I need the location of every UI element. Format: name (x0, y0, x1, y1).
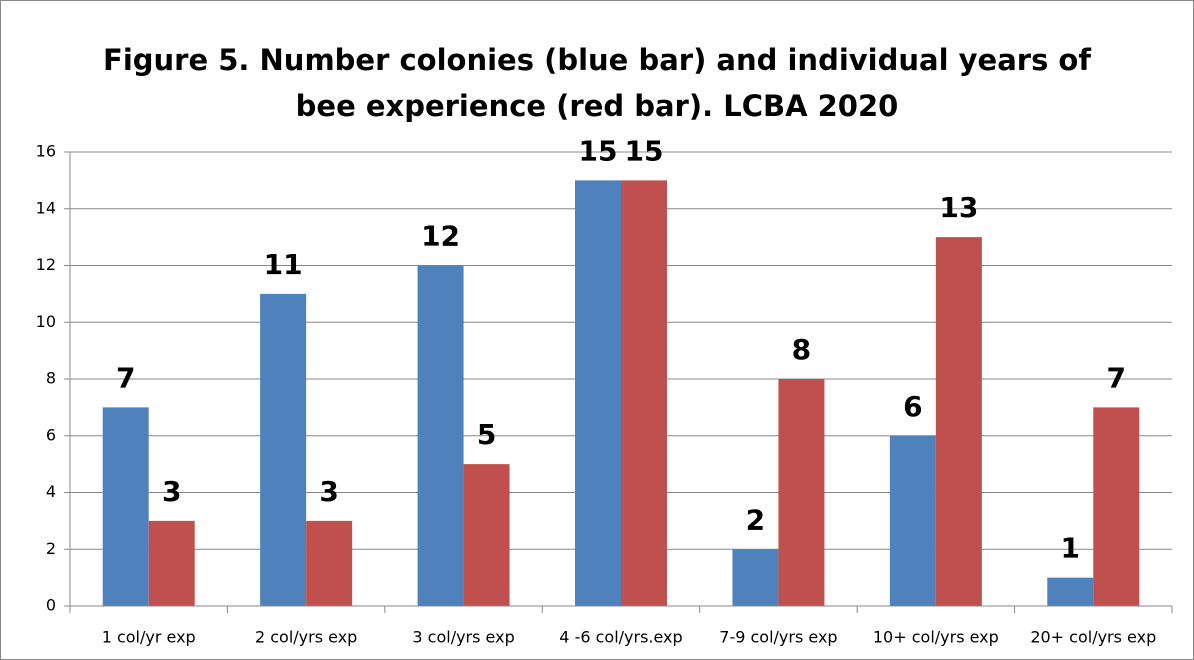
data-label: 15 (579, 134, 618, 167)
y-tick-label: 14 (36, 198, 56, 217)
x-tick-label: 3 col/yrs exp (412, 628, 514, 647)
bar (1093, 407, 1140, 606)
data-label: 1 (1061, 532, 1080, 565)
x-tick-label: 2 col/yrs exp (255, 628, 357, 647)
x-tick-label: 4 -6 col/yrs.exp (559, 628, 682, 647)
data-label: 3 (319, 475, 338, 508)
bar (935, 237, 982, 606)
data-label: 12 (421, 220, 460, 253)
bar (732, 549, 779, 606)
y-tick-label: 16 (36, 142, 56, 161)
y-tick-label: 6 (46, 425, 56, 444)
chart-title: bee experience (red bar). LCBA 2020 (296, 89, 899, 123)
data-label: 15 (625, 134, 664, 167)
y-tick-label: 2 (46, 539, 56, 558)
bar (102, 407, 149, 606)
bar (148, 520, 195, 606)
data-label: 6 (903, 390, 922, 423)
y-tick-label: 8 (46, 369, 56, 388)
data-label: 7 (1107, 361, 1126, 394)
data-label: 3 (162, 475, 181, 508)
data-label: 5 (477, 418, 496, 451)
bar (417, 265, 464, 606)
data-label: 11 (264, 248, 303, 281)
y-tick-label: 0 (46, 596, 56, 615)
bar (306, 520, 353, 606)
data-label: 2 (746, 503, 765, 536)
y-tick-label: 4 (46, 482, 56, 501)
y-tick-label: 12 (36, 255, 56, 274)
bar (621, 180, 667, 606)
x-tick-label: 10+ col/yrs exp (873, 628, 999, 647)
data-label: 8 (792, 333, 811, 366)
y-tick-label: 10 (36, 312, 56, 331)
bar (575, 180, 621, 606)
bar (1047, 577, 1094, 606)
data-label: 13 (939, 191, 978, 224)
bar (260, 293, 307, 606)
x-tick-label: 7-9 col/yrs exp (719, 628, 837, 647)
x-tick-label: 1 col/yr exp (102, 628, 196, 647)
bar (463, 464, 510, 606)
x-tick-label: 20+ col/yrs exp (1030, 628, 1156, 647)
bar (889, 435, 936, 606)
chart-title: Figure 5. Number colonies (blue bar) and… (103, 43, 1091, 77)
data-label: 7 (116, 361, 135, 394)
bar (778, 379, 825, 606)
